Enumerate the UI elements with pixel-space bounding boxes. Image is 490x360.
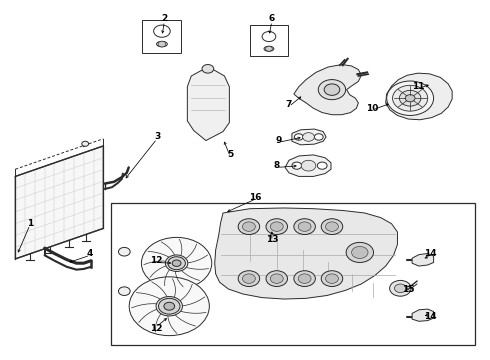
Text: 12: 12 [150,256,162,265]
Polygon shape [294,64,361,115]
Polygon shape [15,146,103,259]
Circle shape [352,246,368,258]
Circle shape [387,81,434,116]
Circle shape [266,219,288,234]
Circle shape [270,222,283,231]
Circle shape [168,257,185,270]
Circle shape [298,274,311,283]
Text: 15: 15 [402,285,415,294]
Ellipse shape [264,46,274,51]
Circle shape [165,255,188,271]
Text: 7: 7 [286,100,292,109]
Polygon shape [292,129,326,145]
Circle shape [399,90,421,106]
Ellipse shape [157,41,167,47]
Text: 14: 14 [424,249,437,258]
Text: 3: 3 [154,132,160,141]
Circle shape [266,271,288,287]
Text: 5: 5 [227,150,233,159]
Polygon shape [386,73,452,120]
Circle shape [243,274,255,283]
Circle shape [325,274,339,283]
Circle shape [270,274,283,283]
Polygon shape [285,155,331,176]
Circle shape [303,133,315,141]
Text: 4: 4 [87,249,93,258]
Circle shape [156,297,182,316]
Bar [143,21,181,53]
Circle shape [394,284,406,293]
Circle shape [294,134,303,140]
Circle shape [243,222,255,231]
Text: 16: 16 [249,193,262,202]
Circle shape [119,247,130,256]
Circle shape [266,46,272,51]
Text: 2: 2 [161,14,168,23]
Text: 12: 12 [150,324,162,333]
Circle shape [318,162,327,169]
Circle shape [318,80,345,100]
Bar [250,25,288,56]
Polygon shape [412,309,434,321]
Polygon shape [215,208,397,299]
Bar [111,203,475,345]
Polygon shape [187,69,229,140]
Circle shape [321,271,343,287]
Text: 11: 11 [412,82,425,91]
Polygon shape [412,253,434,266]
Circle shape [164,302,174,310]
Circle shape [321,219,343,234]
Circle shape [390,280,411,296]
Circle shape [238,219,260,234]
Text: 8: 8 [273,161,280,170]
Text: 13: 13 [266,235,278,244]
Circle shape [324,84,340,95]
Text: 9: 9 [275,136,281,145]
Circle shape [405,95,415,102]
Circle shape [129,277,209,336]
Circle shape [172,260,181,266]
Circle shape [325,222,339,231]
Circle shape [82,141,89,146]
Circle shape [158,41,166,47]
Text: 1: 1 [27,219,33,228]
Circle shape [154,25,170,37]
Circle shape [294,219,316,234]
Text: 10: 10 [366,104,378,113]
Circle shape [142,237,212,289]
Circle shape [159,298,180,314]
Text: 6: 6 [269,14,275,23]
Circle shape [301,160,316,171]
Circle shape [315,134,323,140]
Circle shape [392,85,428,111]
Circle shape [294,271,316,287]
Circle shape [202,64,214,73]
Circle shape [238,271,260,287]
Circle shape [346,242,373,262]
Circle shape [298,222,311,231]
Circle shape [119,287,130,296]
Circle shape [262,32,276,41]
Circle shape [292,162,302,169]
Text: 14: 14 [424,312,437,321]
